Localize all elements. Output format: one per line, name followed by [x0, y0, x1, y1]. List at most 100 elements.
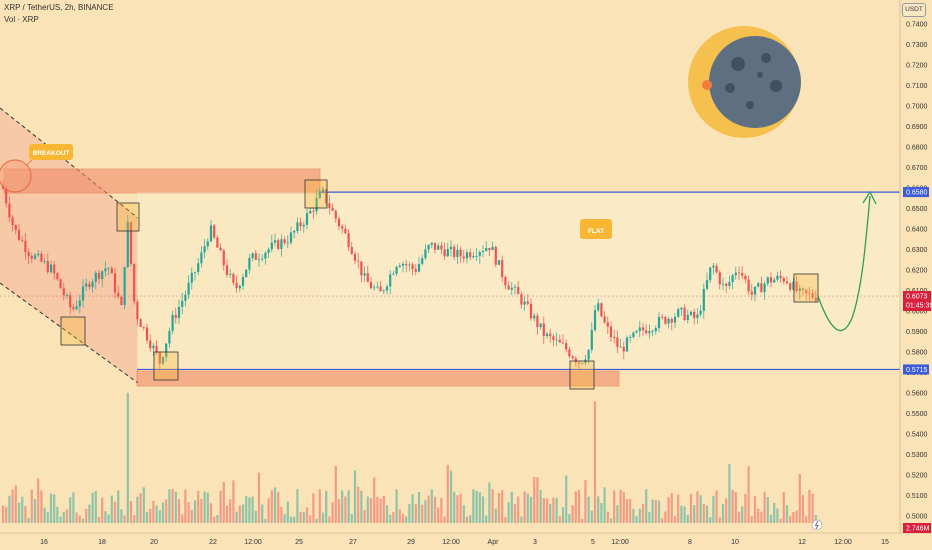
- volume-bar: [65, 509, 69, 523]
- volume-bar: [149, 508, 152, 523]
- candle-body: [712, 265, 715, 268]
- volume-bar: [350, 514, 353, 523]
- volume-bar: [117, 490, 120, 523]
- volume-bar: [280, 506, 283, 523]
- candle-body: [30, 256, 33, 259]
- volume-bar: [603, 487, 606, 523]
- volume-bar: [129, 501, 133, 523]
- candle-body: [446, 249, 449, 257]
- candle-body: [683, 307, 686, 321]
- candle-body: [670, 318, 673, 323]
- candle-body: [769, 277, 773, 283]
- volume-bar: [174, 491, 177, 523]
- y-tick-label: 0.7200: [906, 63, 928, 70]
- candle-body: [325, 189, 328, 204]
- volume-bar: [203, 491, 206, 523]
- touch-box: [304, 179, 328, 209]
- descending-channel: [0, 108, 138, 383]
- volume-bar: [542, 498, 545, 523]
- volume-bar: [577, 490, 581, 523]
- candle-body: [190, 272, 193, 283]
- flat-tag: [580, 219, 612, 239]
- volume-bar: [395, 489, 398, 523]
- candle-body: [798, 288, 801, 292]
- candle-body: [376, 286, 379, 288]
- volume-bar: [43, 507, 46, 523]
- y-tick-label: 0.6300: [906, 247, 928, 254]
- volume-bar: [62, 511, 65, 523]
- candle-body: [216, 237, 219, 248]
- candle-body: [360, 261, 363, 276]
- candle-body: [622, 346, 625, 352]
- candle-body: [245, 269, 248, 278]
- x-tick-label: 25: [295, 539, 303, 546]
- volume-bar: [373, 477, 376, 523]
- volume-bar: [5, 506, 8, 523]
- volume-bar: [741, 506, 744, 523]
- candle-body: [424, 249, 427, 259]
- y-tick-label: 0.6200: [906, 268, 928, 275]
- candle-body: [651, 331, 654, 332]
- volume-bar: [27, 517, 30, 523]
- volume-bar: [283, 514, 286, 523]
- x-tick-label: 5: [591, 539, 595, 546]
- volume-bar: [507, 501, 510, 523]
- volume-bar: [344, 496, 347, 523]
- volume-bar: [459, 493, 462, 523]
- volume-bar: [46, 512, 49, 523]
- volume-bar: [286, 501, 289, 523]
- candle-body: [302, 224, 305, 227]
- volume-bar: [296, 489, 299, 523]
- candle-body: [238, 285, 241, 289]
- currency-button[interactable]: USDT: [902, 3, 926, 17]
- volume-bar: [609, 518, 613, 523]
- volume-bar: [709, 517, 712, 523]
- candle-body: [107, 268, 110, 270]
- candle-body: [456, 249, 459, 258]
- candle-body: [654, 328, 657, 332]
- volume-bar: [113, 501, 117, 523]
- volume-bar: [94, 490, 97, 523]
- volume-bar: [289, 516, 293, 523]
- x-tick-label: 22: [209, 539, 217, 546]
- volume-bar: [696, 491, 699, 523]
- volume-bar: [715, 490, 718, 523]
- candle-body: [731, 275, 734, 283]
- volume-bar: [353, 470, 357, 523]
- volume-bar: [209, 503, 213, 523]
- flat-label: FLAT: [588, 228, 604, 235]
- lightning-icon: [811, 519, 823, 531]
- volume-bar: [513, 504, 517, 523]
- volume-bar: [139, 493, 142, 523]
- volume-bar: [382, 495, 385, 523]
- candle-body: [529, 303, 533, 319]
- y-tick-label: 0.5400: [906, 432, 928, 439]
- volume-bar: [488, 482, 491, 523]
- candle-body: [539, 323, 542, 328]
- lightning-icon-glyph: [814, 520, 819, 530]
- volume-bar: [145, 512, 149, 523]
- symbol-title: XRP / TetherUS, 2h, BINANCE: [4, 3, 114, 12]
- candle-body: [408, 264, 411, 266]
- y-tick-label: 0.7300: [906, 42, 928, 49]
- candle-body: [805, 289, 808, 294]
- candle-body: [81, 286, 85, 301]
- candle-body: [401, 263, 405, 266]
- volume-bar: [686, 515, 689, 523]
- x-tick-label: 8: [688, 539, 692, 546]
- volume-bar: [104, 511, 107, 523]
- candle-body: [235, 282, 238, 289]
- volume-bar: [693, 504, 696, 523]
- candle-body: [693, 311, 696, 319]
- candle-body: [625, 337, 629, 352]
- y-tick-label: 0.7000: [906, 104, 928, 111]
- candle-body: [545, 333, 549, 337]
- candle-body: [283, 239, 286, 243]
- moon-shadow: [709, 36, 801, 128]
- candle-body: [254, 253, 257, 260]
- candle-body: [792, 281, 795, 290]
- volume-bar: [59, 516, 62, 523]
- candle-body: [123, 267, 126, 306]
- volume-bar: [152, 500, 155, 523]
